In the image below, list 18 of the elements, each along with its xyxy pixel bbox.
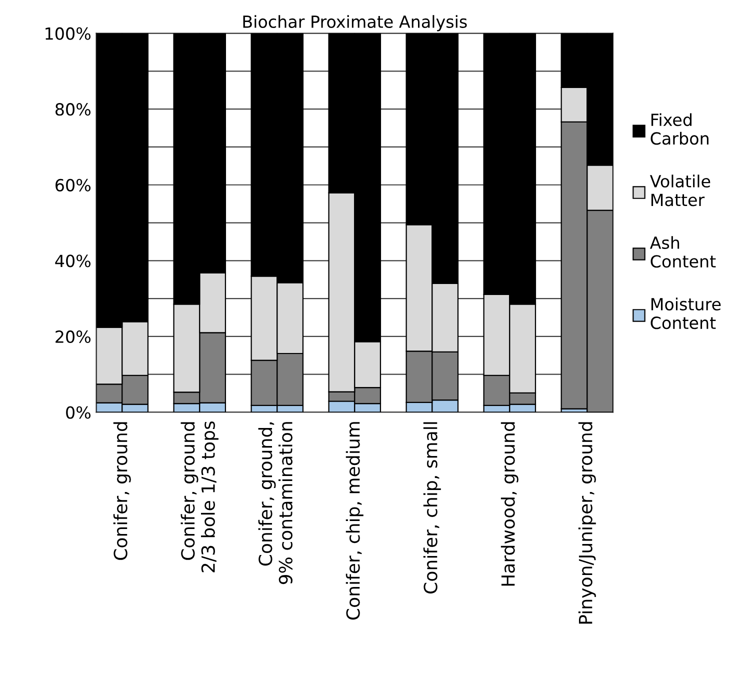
- x-tick-label: Conifer, ground: [113, 422, 131, 560]
- legend-label: Fixed Carbon: [650, 113, 708, 145]
- x-tick-label: Conifer, ground, 9% contamination: [258, 422, 292, 584]
- chart-title: Biochar Proximate Analysis: [243, 15, 467, 32]
- x-tick-label: Conifer, chip, small: [423, 422, 441, 594]
- legend-label: Ash Content: [650, 236, 716, 268]
- x-tick-label: Conifer, chip, medium: [346, 422, 364, 620]
- y-tick-label: 20%: [56, 330, 91, 344]
- y-tick-label: 60%: [56, 178, 91, 192]
- legend-label: Volatile Matter: [650, 174, 710, 206]
- x-tick-label: Conifer, ground 2/3 bole 1/3 tops: [180, 421, 218, 572]
- y-tick-label: 100%: [46, 27, 91, 40]
- legend-label: Moisture Content: [650, 298, 721, 330]
- y-tick-label: 80%: [56, 103, 91, 116]
- y-tick-label: 0%: [66, 406, 91, 419]
- x-tick-label: Hardwood, ground: [500, 422, 518, 586]
- x-tick-label: Pinyon/Juniper, ground: [578, 422, 596, 624]
- y-tick-label: 40%: [55, 254, 91, 268]
